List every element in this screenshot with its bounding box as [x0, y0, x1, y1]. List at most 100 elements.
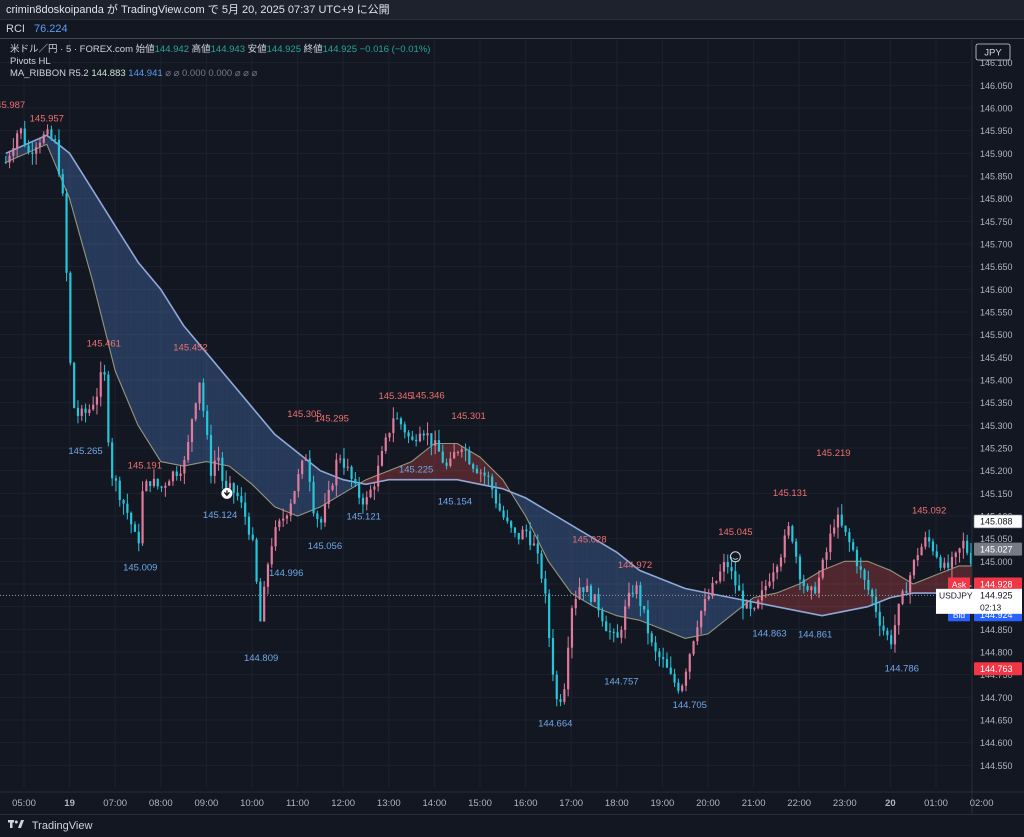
candle-body — [631, 592, 634, 595]
candle-body — [578, 587, 581, 599]
ribbon-fill-segment — [894, 573, 900, 597]
y-tick-label: 145.500 — [980, 330, 1013, 340]
ribbon-fill-segment — [242, 396, 248, 481]
pivot-high-label: 145.957 — [30, 113, 64, 124]
candle-body — [479, 472, 482, 474]
y-tick-label: 145.750 — [980, 217, 1013, 227]
ribbon-fill-segment — [785, 587, 791, 610]
candle-body — [810, 586, 813, 591]
candle-body — [380, 450, 384, 466]
ribbon-fill-segment — [562, 519, 567, 587]
ribbon-fill-segment — [215, 363, 221, 465]
price-tag-prefix: Bid — [953, 610, 966, 620]
pivots-legend-row[interactable]: Pivots HL — [10, 56, 430, 68]
ribbon-legend-row[interactable]: MA_RIBBON R5.2 144.883 144.941 ⌀ ⌀ 0.000… — [10, 68, 430, 80]
candle-body — [114, 478, 118, 481]
pivot-low-label: 144.863 — [752, 628, 786, 639]
ribbon-fill-segment — [835, 563, 841, 614]
candle-body — [282, 518, 285, 521]
candle-body — [175, 471, 178, 476]
ribbon-fill-segment — [83, 175, 88, 264]
candle-body — [194, 403, 197, 420]
pivot-high-label: 145.219 — [816, 448, 850, 459]
x-tick-label: 15:00 — [468, 798, 492, 809]
ribbon-fill-segment — [288, 445, 294, 515]
ribbon-fill-segment — [420, 450, 426, 480]
smiley-circle — [729, 551, 741, 563]
candle-body — [80, 408, 83, 416]
candle-body — [475, 468, 479, 473]
ribbon-fill-segment — [183, 325, 189, 467]
close-label: 終値 — [303, 44, 323, 55]
candle-body — [16, 133, 19, 148]
candle-body — [206, 411, 209, 435]
ribbon-fill-segment — [297, 452, 303, 516]
ribbon-fill-segment — [917, 580, 923, 594]
candle-body — [304, 458, 308, 461]
candle-body — [802, 579, 805, 586]
candle-body — [943, 562, 946, 568]
pivot-high-label: 145.092 — [912, 506, 946, 517]
ribbon-fill-segment — [543, 508, 549, 562]
ribbon-fill-segment — [315, 467, 321, 509]
open-label: 始値 — [135, 44, 155, 55]
candle-body — [643, 605, 646, 610]
candle-body — [772, 572, 775, 582]
ribbon-fill-segment — [343, 479, 348, 494]
ribbon-fill-segment — [274, 434, 280, 509]
candle-body — [69, 272, 72, 363]
candle-body — [289, 503, 292, 516]
candle-body — [73, 362, 76, 408]
x-tick-label: 19:00 — [651, 798, 675, 809]
candle-body — [399, 418, 403, 425]
ribbon-fill-segment — [557, 516, 563, 581]
current-price-value: 144.925 — [980, 591, 1013, 601]
candle-body — [354, 478, 357, 484]
candle-body — [620, 629, 623, 638]
candle-body — [947, 562, 950, 568]
ribbon-fill-segment — [443, 443, 449, 480]
candle-body — [331, 485, 334, 490]
candle-body — [122, 500, 125, 504]
candle-body — [867, 579, 870, 590]
candle-body — [27, 145, 30, 153]
candle-body — [684, 671, 688, 686]
candle-body — [217, 457, 220, 461]
candle-body — [213, 460, 216, 476]
candle-body — [4, 162, 7, 164]
y-tick-label: 144.650 — [980, 716, 1013, 726]
candle-body — [586, 585, 589, 593]
x-tick-label: 05:00 — [12, 798, 36, 809]
candle-body — [437, 440, 441, 452]
candle-body — [950, 556, 954, 568]
candle-body — [738, 585, 741, 591]
price-tag-box — [974, 662, 1022, 676]
symbol-legend-row[interactable]: 米ドル／円 · 5 · FOREX.com 始値144.942 高値144.94… — [10, 44, 430, 56]
candle-body — [540, 553, 543, 579]
tradingview-logo-icon — [8, 815, 24, 837]
candle-body — [795, 541, 798, 557]
candle-body — [836, 514, 840, 528]
candle-body — [521, 529, 524, 540]
price-chart[interactable]: 145.987 145.957 145.461 145.452 145.191 145.3… — [0, 40, 1024, 814]
ribbon-fill-segment — [913, 582, 918, 594]
pivot-labels: 145.987 145.957 145.461 145.452 145.191 145.3… — [0, 100, 980, 730]
currency-badge-text: JPY — [984, 48, 1002, 59]
candle-body — [88, 409, 91, 413]
price-chart-svg[interactable]: 145.987 145.957 145.461 145.452 145.191 145.3… — [0, 40, 1024, 814]
candle-body — [221, 457, 224, 481]
ribbon-fill-segment — [119, 233, 125, 393]
ribbon-fill-segment — [594, 538, 599, 609]
ribbon-fill-segment — [65, 149, 70, 199]
candle-body — [350, 466, 353, 479]
candle-body — [285, 515, 289, 519]
high-value: 144.943 — [210, 44, 245, 55]
ribbon-fill-segment — [853, 561, 859, 610]
ribbon-fill-segment — [653, 575, 658, 628]
y-tick-label: 145.300 — [980, 421, 1013, 431]
ribbon-fill-segment — [689, 589, 695, 638]
ribbon-fill-segment — [616, 552, 622, 617]
y-tick-label: 145.450 — [980, 353, 1013, 363]
price-tag-label: 145.088 — [980, 517, 1013, 527]
candle-body — [388, 432, 391, 438]
